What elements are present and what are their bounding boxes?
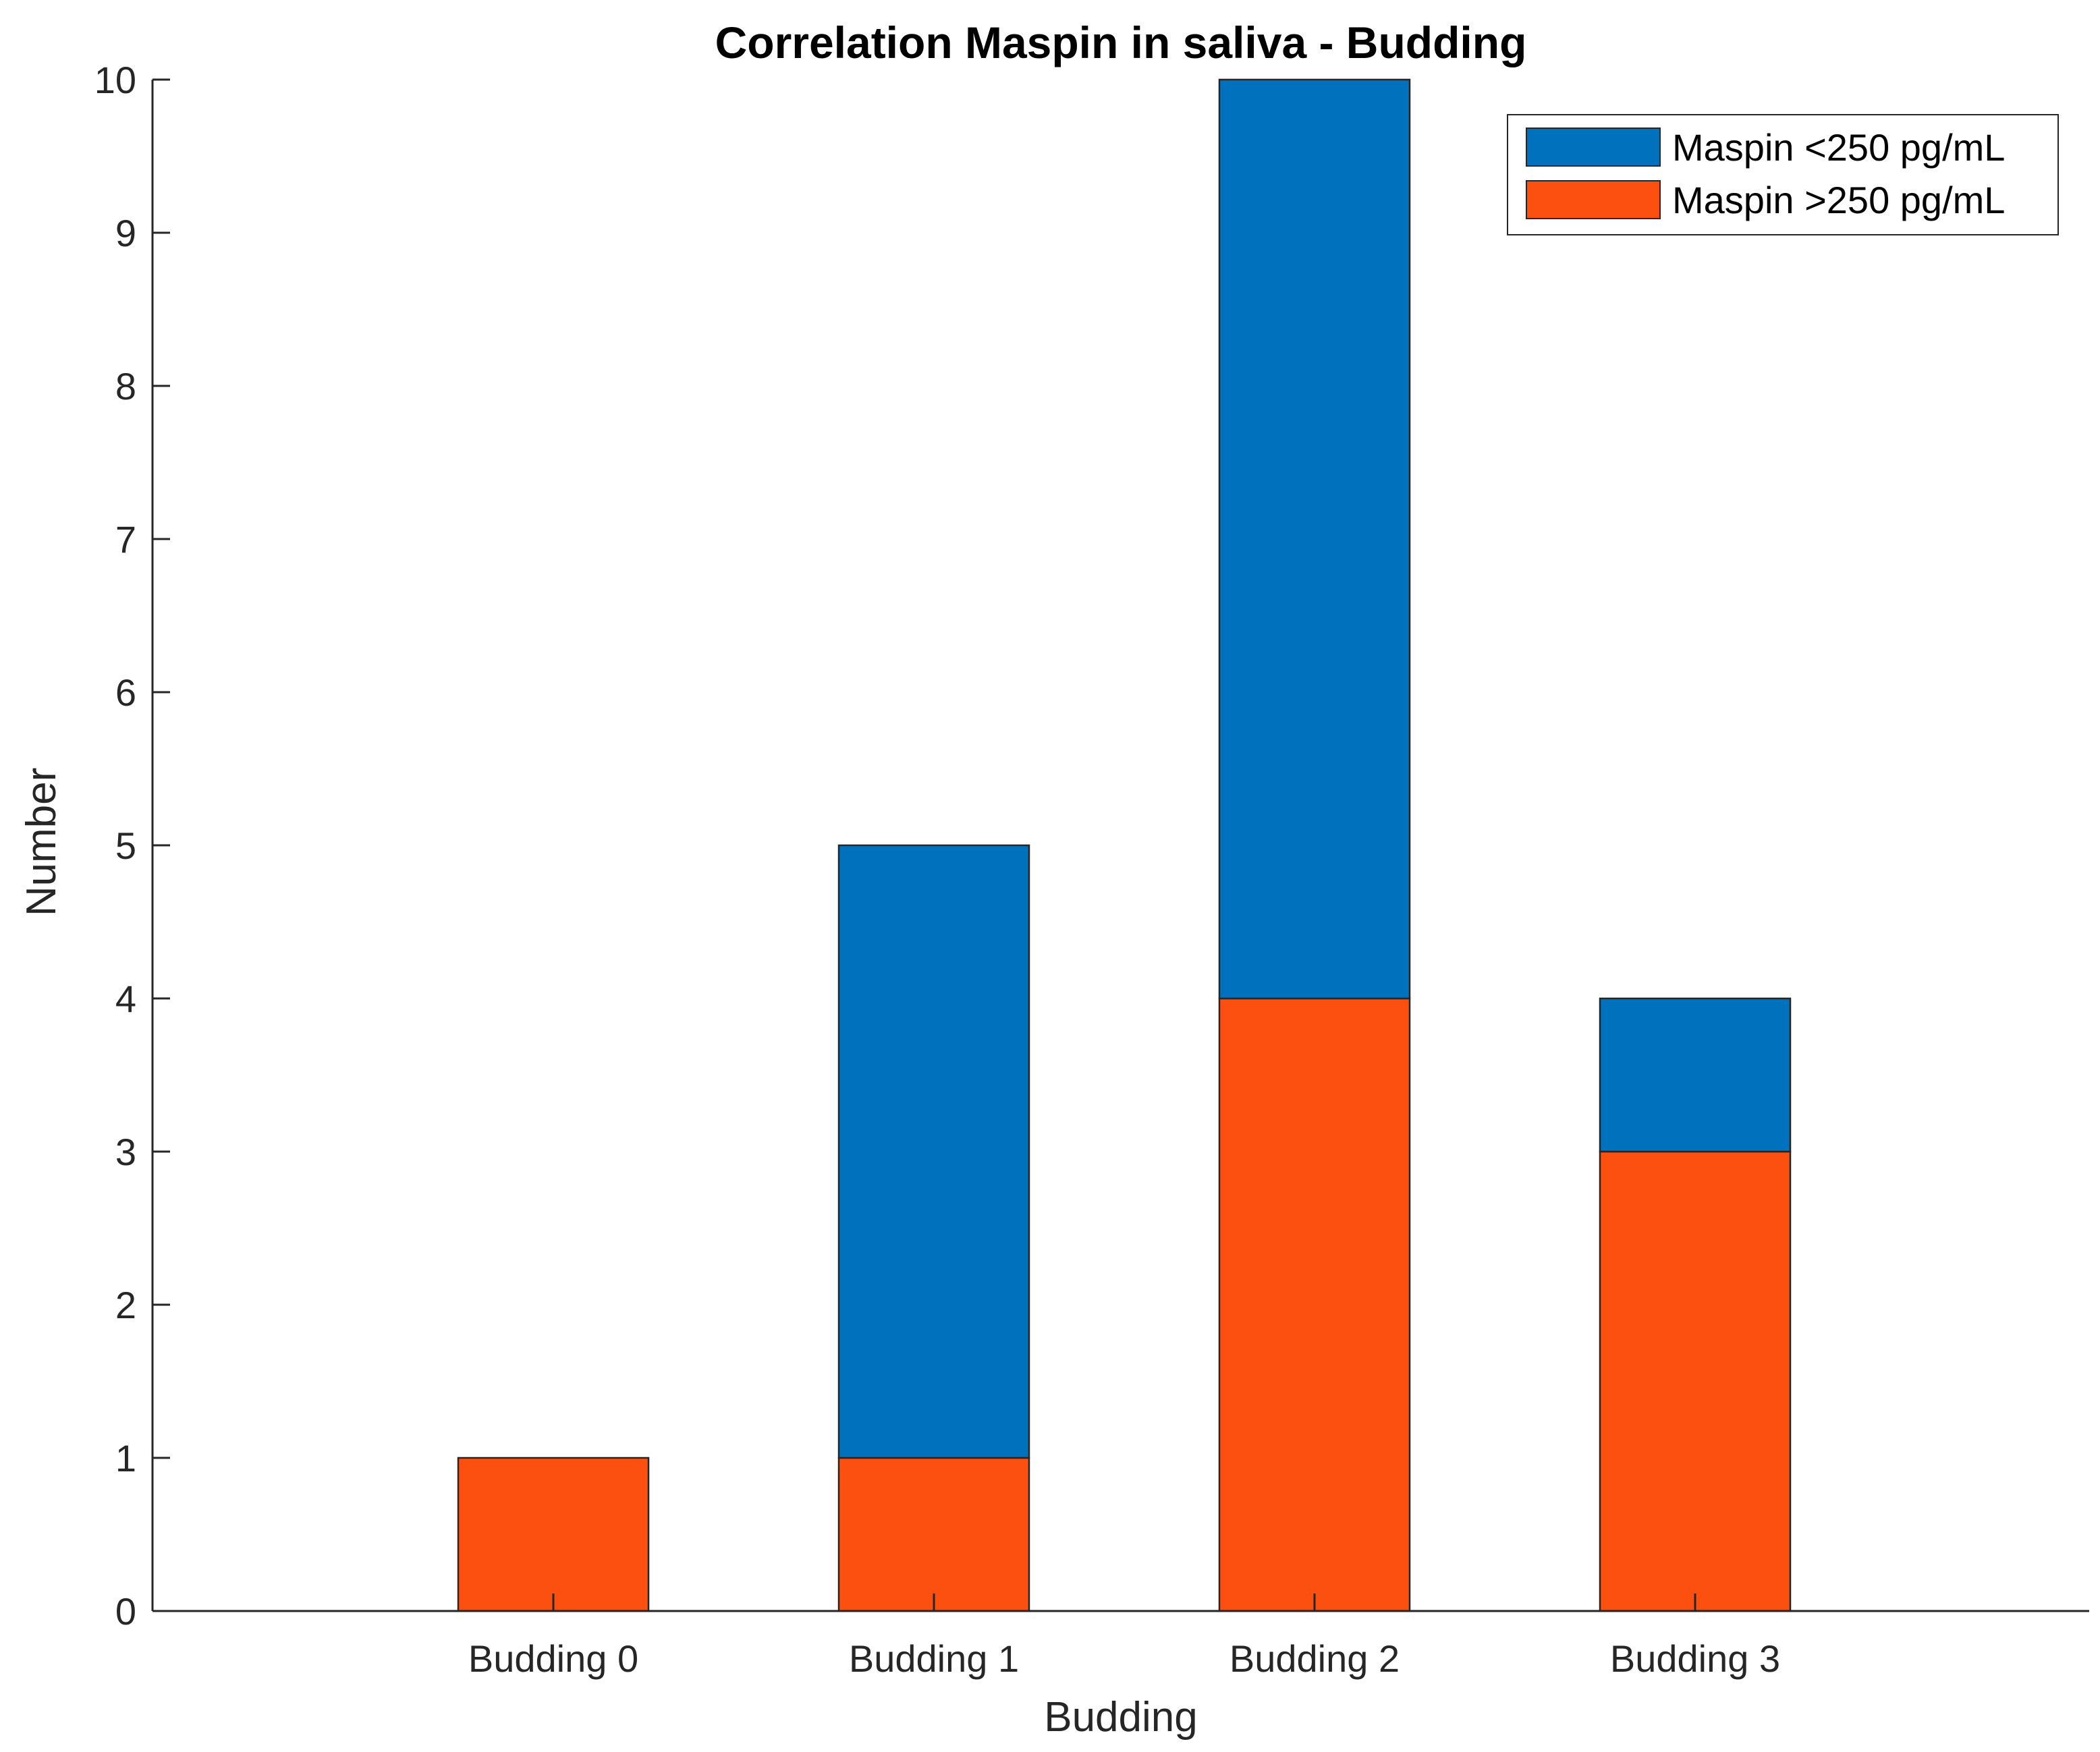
legend-swatch-blue bbox=[1526, 128, 1661, 167]
y-tick-label-8: 8 bbox=[115, 365, 136, 407]
bar-series0-cat1 bbox=[837, 1457, 1030, 1612]
x-axis-label: Budding bbox=[1044, 1694, 1198, 1741]
y-axis-label: Number bbox=[18, 768, 65, 917]
legend-swatch-orange bbox=[1526, 180, 1661, 219]
plot-background bbox=[153, 80, 2089, 1611]
y-tick-label-5: 5 bbox=[115, 824, 136, 867]
y-tick-label-9: 9 bbox=[115, 212, 136, 254]
bar-series1-cat1 bbox=[837, 844, 1030, 1459]
legend: Maspin <250 pg/mL Maspin >250 pg/mL bbox=[1507, 114, 2059, 235]
y-ticks-group: 0 1 2 3 4 5 6 7 8 9 10 bbox=[94, 59, 170, 1633]
x-tick-label-2: Budding 2 bbox=[1229, 1637, 1400, 1680]
x-tick-label-3: Budding 3 bbox=[1610, 1637, 1780, 1680]
x-ticks-group: Budding 0 Budding 1 Budding 2 Budding 3 bbox=[468, 1593, 1780, 1680]
x-tick-label-0: Budding 0 bbox=[468, 1637, 638, 1680]
legend-label-maspin-above-250: Maspin >250 pg/mL bbox=[1672, 179, 2005, 221]
y-tick-label-10: 10 bbox=[94, 59, 136, 101]
bars-group bbox=[457, 78, 1792, 1612]
y-tick-label-7: 7 bbox=[115, 518, 136, 561]
y-tick-label-1: 1 bbox=[115, 1437, 136, 1479]
y-tick-label-4: 4 bbox=[115, 978, 136, 1020]
x-tick-label-1: Budding 1 bbox=[849, 1637, 1019, 1680]
bar-series0-cat2 bbox=[1218, 997, 1411, 1612]
y-tick-label-6: 6 bbox=[115, 671, 136, 714]
y-tick-label-3: 3 bbox=[115, 1131, 136, 1173]
bar-series1-cat2 bbox=[1218, 78, 1411, 1000]
y-tick-label-0: 0 bbox=[115, 1590, 136, 1633]
legend-label-maspin-below-250: Maspin <250 pg/mL bbox=[1672, 126, 2005, 169]
chart-title: Correlation Maspin in saliva - Budding bbox=[715, 18, 1527, 67]
y-tick-label-2: 2 bbox=[115, 1284, 136, 1326]
bar-series1-cat3 bbox=[1599, 997, 1792, 1153]
bar-series0-cat3 bbox=[1599, 1150, 1792, 1612]
bar-series0-cat0 bbox=[457, 1457, 650, 1612]
